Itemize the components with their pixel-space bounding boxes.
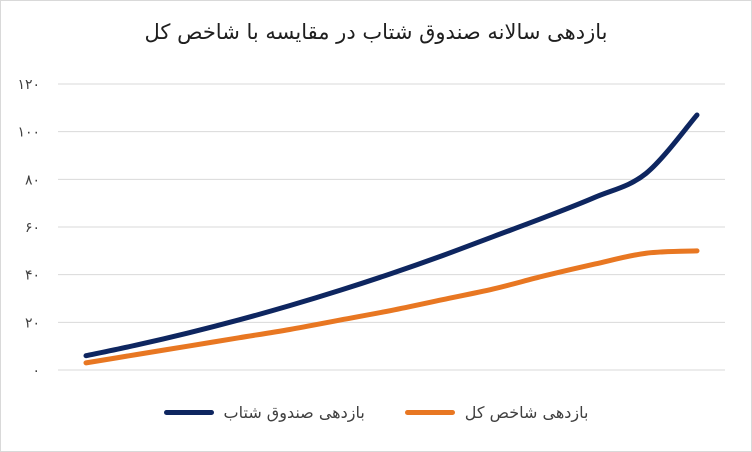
legend-label-index: بازدهی شاخص کل (464, 403, 589, 422)
y-axis-ticks: ۰ ۲۰ ۴۰ ۶۰ ۸۰ ۱۰۰ ۱۲۰ (17, 77, 40, 379)
series-line-0 (83, 112, 700, 359)
chart-title: بازدهی سالانه صندوق شتاب در مقایسه با شا… (144, 20, 608, 44)
legend: بازدهی صندوق شتاب بازدهی شاخص کل (0, 403, 752, 422)
legend-swatch-fund (163, 410, 214, 415)
y-tick-label-60: ۶۰ (25, 220, 40, 236)
y-tick-label-40: ۴۰ (25, 268, 40, 284)
y-tick-label-120: ۱۲۰ (17, 77, 40, 93)
gridlines (58, 83, 725, 371)
y-tick-label-0: ۰ (32, 363, 40, 379)
series-lines (83, 112, 700, 366)
legend-item-fund: بازدهی صندوق شتاب (163, 403, 365, 422)
y-tick-label-80: ۸۰ (25, 172, 40, 188)
y-tick-label-100: ۱۰۰ (17, 125, 40, 141)
legend-swatch-index (404, 410, 455, 415)
legend-item-index: بازدهی شاخص کل (404, 403, 589, 422)
series-line-1 (83, 248, 700, 366)
y-tick-label-20: ۲۰ (25, 315, 40, 331)
legend-label-fund: بازدهی صندوق شتاب (223, 403, 365, 422)
